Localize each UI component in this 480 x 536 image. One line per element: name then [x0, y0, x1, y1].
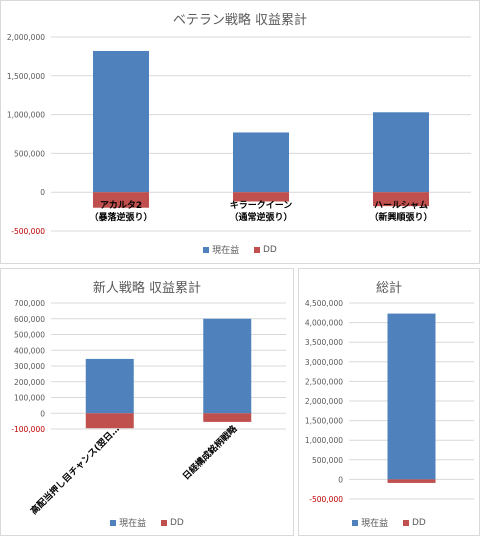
- y-tick-label: 400,000: [14, 346, 45, 355]
- bar-dd: [373, 192, 429, 207]
- bar-dd: [85, 413, 134, 429]
- y-tick-label: 700,000: [14, 299, 45, 308]
- rookie-chart-legend: 現在益 DD: [1, 516, 293, 529]
- y-tick-label: -500,000: [309, 495, 343, 504]
- total-chart-plot: 4,500,000 4,000,000 3,500,000 3,000,000 2,50…: [305, 299, 474, 504]
- y-tick-label: 1,500,000: [305, 417, 343, 426]
- y-tick-label: 2,500,000: [305, 377, 343, 386]
- category-label: アカルタ2: [100, 199, 142, 211]
- y-tick-label: -100,000: [11, 425, 45, 434]
- veteran-chart-legend: 現在益 DD: [1, 243, 479, 256]
- bar-profit: [93, 50, 149, 193]
- legend-label-profit: 現在益: [119, 519, 147, 529]
- y-tick-label: 1,500,000: [7, 72, 45, 81]
- legend-item-profit: 現在益: [203, 243, 239, 256]
- category-label: （新興順張り）: [369, 211, 432, 223]
- category-label: キラークイーン: [230, 200, 293, 211]
- y-tick-label: 0: [40, 188, 45, 197]
- y-tick-label: 1,000,000: [305, 436, 343, 445]
- legend-swatch-dd: [161, 519, 167, 526]
- legend-item-profit: 現在益: [352, 516, 388, 529]
- legend-label-dd: DD: [263, 244, 277, 255]
- veteran-chart-panel: ベテラン戦略 収益累計 2,000,000 1,500,000 1,000,000 5…: [0, 0, 480, 264]
- veteran-chart-title: ベテラン戦略 収益累計: [172, 13, 308, 28]
- y-tick-label: 4,000,000: [305, 319, 343, 328]
- legend-swatch-profit: [352, 519, 359, 526]
- legend-swatch-profit: [203, 246, 210, 253]
- y-tick-label: 2,000,000: [305, 397, 343, 406]
- total-chart-legend: 現在益 DD: [299, 516, 479, 529]
- legend-label-dd: DD: [412, 517, 426, 528]
- y-tick-label: 500,000: [14, 331, 45, 340]
- legend-label-profit: 現在益: [361, 519, 389, 529]
- y-tick-label: 2,000,000: [7, 33, 45, 42]
- category-label: 高配当押し目チャンス(翌日…: [28, 423, 122, 517]
- y-tick-label: 3,000,000: [305, 358, 343, 367]
- bar-profit: [85, 358, 134, 414]
- bar-profit: [373, 112, 429, 193]
- legend-item-dd: DD: [161, 518, 184, 529]
- y-tick-label: -500,000: [11, 227, 45, 236]
- y-tick-label: 500,000: [14, 149, 45, 158]
- total-chart-panel: 総計 4,500,000 4,000,000 3,500,000 3,000,000 2…: [298, 268, 480, 536]
- bar-profit: [233, 132, 289, 193]
- category-label: 日経構成銘柄戦略: [180, 422, 240, 482]
- bar-profit: [387, 313, 436, 480]
- legend-swatch-dd: [403, 519, 409, 526]
- y-tick-label: 600,000: [14, 315, 45, 324]
- y-tick-label: 0: [40, 409, 45, 418]
- y-tick-label: 3,500,000: [305, 338, 343, 347]
- legend-label-profit: 現在益: [212, 246, 240, 256]
- bar-dd: [203, 413, 252, 422]
- category-label: ハールシャム: [374, 200, 428, 211]
- category-label: （通常逆張り）: [229, 211, 292, 223]
- y-tick-label: 300,000: [14, 362, 45, 371]
- legend-item-dd: DD: [254, 245, 277, 256]
- rookie-chart-panel: 新人戦略 収益累計 700,000 600,000 500,000 400,000 30…: [0, 268, 294, 536]
- y-tick-label: 500,000: [312, 456, 343, 465]
- bar-dd: [233, 192, 289, 202]
- legend-swatch-profit: [110, 519, 117, 526]
- total-chart-title: 総計: [375, 281, 402, 296]
- legend-label-dd: DD: [170, 517, 184, 528]
- legend-item-profit: 現在益: [110, 516, 146, 529]
- category-label: （暴落逆張り）: [89, 211, 152, 223]
- legend-item-dd: DD: [403, 518, 426, 529]
- veteran-chart-plot: 2,000,000 1,500,000 1,000,000 500,000 0 -500,…: [7, 33, 471, 236]
- bar-dd: [387, 479, 436, 483]
- bar-profit: [203, 318, 252, 414]
- y-tick-label: 4,500,000: [305, 299, 343, 308]
- y-tick-label: 200,000: [14, 378, 45, 387]
- bar-dd: [93, 192, 149, 208]
- y-tick-label: 1,000,000: [7, 111, 45, 120]
- y-tick-label: 0: [338, 475, 343, 484]
- rookie-chart-plot: 700,000 600,000 500,000 400,000 300,000 200,0…: [11, 299, 286, 517]
- legend-swatch-dd: [254, 246, 260, 253]
- rookie-chart-title: 新人戦略 収益累計: [92, 281, 202, 296]
- y-tick-label: 100,000: [14, 394, 45, 403]
